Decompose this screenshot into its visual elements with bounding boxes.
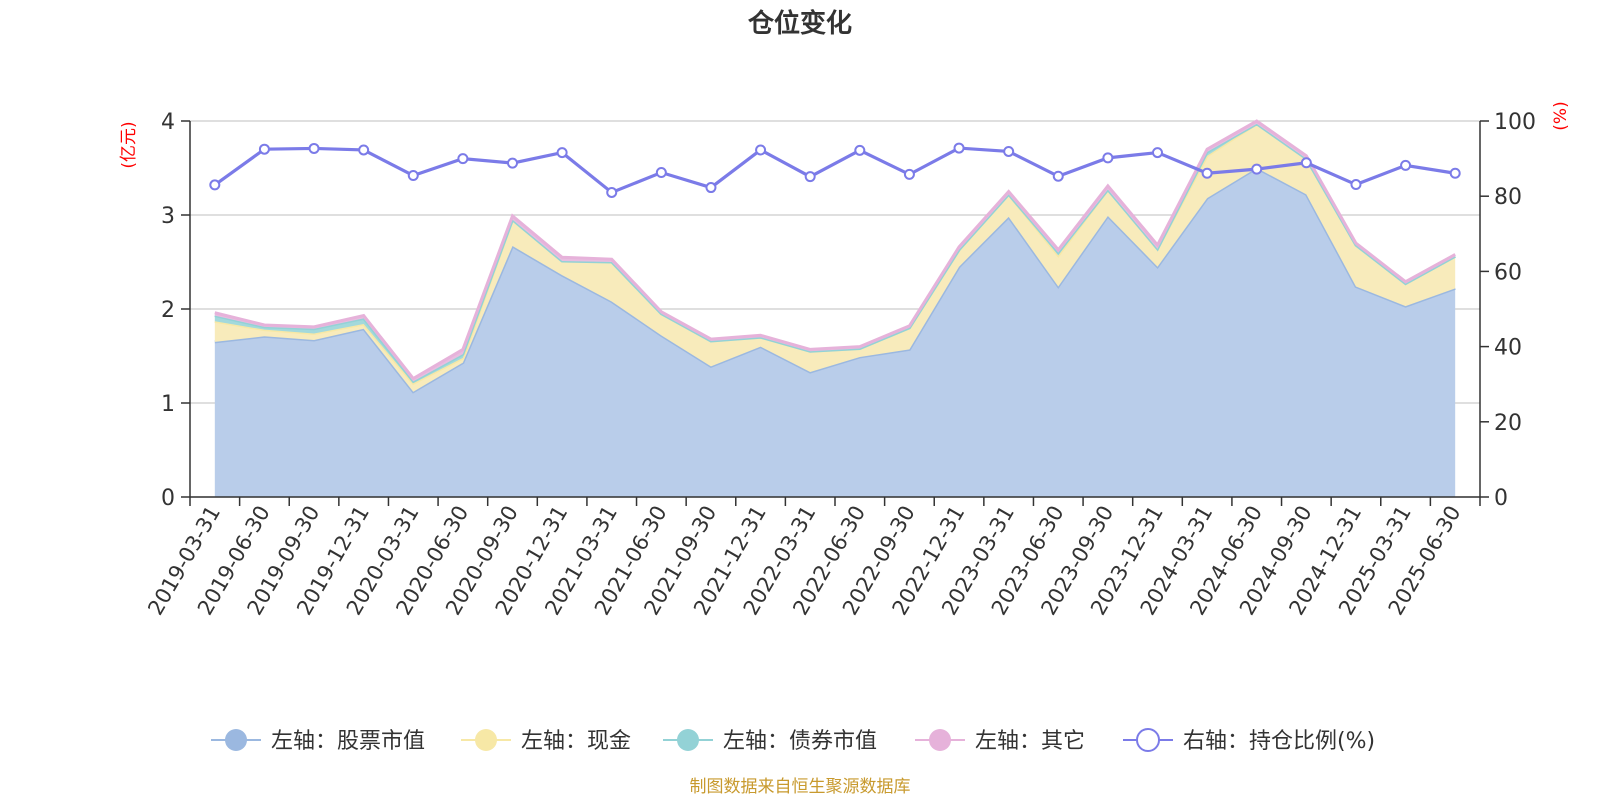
left-tick-label: 3	[161, 204, 175, 229]
right-axis-unit: (%)	[1551, 101, 1571, 130]
ratio-point	[1003, 145, 1015, 157]
ratio-point	[1102, 152, 1114, 164]
legend-label: 左轴：其它	[975, 729, 1085, 754]
ratio-point	[308, 142, 320, 154]
ratio-point	[1052, 170, 1064, 182]
ratio-point	[903, 168, 915, 180]
ratio-point	[358, 144, 370, 156]
right-tick-label: 0	[1494, 486, 1508, 511]
ratio-point	[953, 142, 965, 154]
ratio-point	[556, 147, 568, 159]
left-axis-unit: (亿元)	[119, 121, 139, 168]
legend-label: 右轴：持仓比例(%)	[1183, 729, 1375, 754]
ratio-line	[213, 146, 1456, 195]
right-tick-label: 60	[1494, 260, 1522, 285]
ratio-point	[1400, 159, 1412, 171]
legend-label: 左轴：债券市值	[723, 729, 877, 754]
legend-item: 左轴：现金	[461, 729, 631, 754]
legend-label: 左轴：现金	[521, 729, 631, 754]
left-tick-label: 0	[161, 486, 175, 511]
ratio-point	[606, 186, 618, 198]
right-tick-label: 20	[1494, 411, 1522, 436]
ratio-point	[1300, 157, 1312, 169]
ratio-point	[457, 153, 469, 165]
right-tick-label: 80	[1494, 185, 1522, 210]
ratio-point	[209, 179, 221, 191]
legend-marker	[475, 729, 497, 751]
ratio-point	[655, 167, 667, 179]
legend-marker	[929, 729, 951, 751]
legend-item: 左轴：其它	[915, 729, 1085, 754]
legend-item: 右轴：持仓比例(%)	[1123, 728, 1375, 754]
legend-item: 左轴：债券市值	[663, 729, 877, 754]
right-tick-label: 100	[1494, 110, 1536, 135]
ratio-point	[1350, 179, 1362, 191]
left-tick-label: 4	[161, 110, 175, 135]
ratio-point	[1251, 163, 1263, 175]
stacked-areas	[214, 119, 1456, 497]
legend-marker	[225, 729, 247, 751]
ratio-point	[755, 144, 767, 156]
left-tick-label: 2	[161, 298, 175, 323]
chart-title: 仓位变化	[747, 8, 852, 39]
data-source-note: 制图数据来自恒生聚源数据库	[690, 777, 911, 797]
ratio-point	[507, 157, 518, 169]
legend-item: 左轴：股票市值	[211, 729, 425, 754]
ratio-point	[854, 144, 866, 156]
ratio-line-series	[209, 142, 1461, 198]
line-左轴：其它	[214, 119, 1456, 381]
ratio-point	[258, 143, 270, 155]
legend-marker	[1136, 728, 1160, 752]
legend-marker	[677, 729, 699, 751]
ratio-point	[1201, 167, 1213, 179]
legend-label: 左轴：股票市值	[271, 729, 425, 754]
ratio-point	[804, 171, 816, 183]
ratio-point	[1449, 167, 1461, 179]
ratio-point	[705, 182, 717, 194]
ratio-point	[1152, 147, 1163, 159]
left-tick-label: 1	[161, 392, 175, 417]
legend: 左轴：股票市值 左轴：现金 左轴：债券市值 左轴：其它 右轴：持仓比例(%)	[211, 728, 1375, 754]
right-tick-label: 40	[1494, 336, 1522, 361]
ratio-point	[407, 170, 419, 182]
area-左轴：股票市值	[214, 168, 1456, 497]
